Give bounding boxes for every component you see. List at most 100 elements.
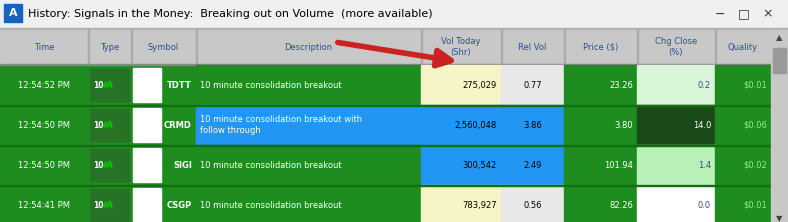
Bar xyxy=(421,105,501,145)
Bar xyxy=(421,185,501,222)
Bar xyxy=(0,145,771,146)
Text: ▲: ▲ xyxy=(776,34,782,42)
Text: ×: × xyxy=(763,8,773,20)
Text: 2.49: 2.49 xyxy=(523,161,541,170)
Bar xyxy=(637,185,715,222)
Bar xyxy=(637,145,715,185)
Text: Price ($): Price ($) xyxy=(583,42,618,52)
Bar xyxy=(771,30,788,222)
Bar xyxy=(564,30,565,64)
Bar xyxy=(501,65,564,105)
Bar xyxy=(564,145,637,185)
Text: Type: Type xyxy=(100,42,119,52)
Bar xyxy=(0,65,771,105)
Text: 10 minute consolidation breakout: 10 minute consolidation breakout xyxy=(200,200,342,210)
Bar xyxy=(196,65,421,105)
Bar xyxy=(0,28,788,30)
Bar xyxy=(0,185,771,186)
Bar xyxy=(0,105,771,145)
Text: □: □ xyxy=(738,8,750,20)
Text: 0.56: 0.56 xyxy=(523,200,541,210)
Text: A: A xyxy=(9,8,17,18)
Bar xyxy=(133,108,161,142)
Text: SIGI: SIGI xyxy=(173,161,192,170)
Text: 10: 10 xyxy=(93,200,103,210)
Bar xyxy=(715,65,771,105)
Bar xyxy=(4,4,22,22)
Text: 1.4: 1.4 xyxy=(698,161,711,170)
Bar xyxy=(715,185,771,222)
Text: 10 minute consolidation breakout: 10 minute consolidation breakout xyxy=(200,81,342,89)
Text: 3.86: 3.86 xyxy=(523,121,542,129)
Text: Description: Description xyxy=(284,42,333,52)
Bar xyxy=(0,0,788,28)
Text: 12:54:50 PM: 12:54:50 PM xyxy=(18,121,70,129)
Text: 783,927: 783,927 xyxy=(463,200,497,210)
Bar xyxy=(196,105,421,145)
Text: 0.0: 0.0 xyxy=(698,200,711,210)
Bar xyxy=(773,48,786,73)
Bar xyxy=(421,145,501,185)
Bar xyxy=(501,105,564,145)
Text: 275,029: 275,029 xyxy=(463,81,497,89)
Text: −: − xyxy=(715,8,725,20)
Bar xyxy=(421,65,501,105)
Bar xyxy=(131,30,132,64)
Bar xyxy=(0,30,788,64)
Text: Chg Close
(%): Chg Close (%) xyxy=(655,37,697,57)
Bar xyxy=(0,185,771,222)
Bar xyxy=(0,64,788,65)
Bar xyxy=(90,149,129,181)
Text: History: Signals in the Money:  Breaking out on Volume  (more available): History: Signals in the Money: Breaking … xyxy=(28,9,433,19)
Bar xyxy=(196,185,421,222)
Text: Time: Time xyxy=(34,42,54,52)
Text: 10: 10 xyxy=(93,81,103,89)
Bar xyxy=(637,30,638,64)
Text: $0.02: $0.02 xyxy=(743,161,767,170)
Text: $0.06: $0.06 xyxy=(743,121,767,129)
Bar xyxy=(88,30,89,64)
Bar xyxy=(90,109,129,141)
Text: 300,542: 300,542 xyxy=(463,161,497,170)
Text: 10: 10 xyxy=(93,121,103,129)
Text: Rel Vol: Rel Vol xyxy=(519,42,547,52)
Text: ˄: ˄ xyxy=(777,42,782,52)
Text: 10: 10 xyxy=(93,161,103,170)
Bar xyxy=(715,145,771,185)
Text: Vol Today
(Shr): Vol Today (Shr) xyxy=(441,37,481,57)
Text: 0.77: 0.77 xyxy=(523,81,542,89)
Bar xyxy=(90,189,129,221)
Text: 82.26: 82.26 xyxy=(609,200,633,210)
Text: TDTT: TDTT xyxy=(167,81,192,89)
Bar xyxy=(90,69,129,101)
Bar xyxy=(564,65,637,105)
Text: CRMD: CRMD xyxy=(164,121,192,129)
Bar xyxy=(715,105,771,145)
Text: 12:54:52 PM: 12:54:52 PM xyxy=(18,81,70,89)
Bar xyxy=(564,185,637,222)
Bar xyxy=(637,65,715,105)
Text: 14.0: 14.0 xyxy=(693,121,711,129)
Text: 2,560,048: 2,560,048 xyxy=(455,121,497,129)
Bar xyxy=(0,145,771,185)
Bar xyxy=(421,30,422,64)
Bar xyxy=(133,68,161,102)
Bar xyxy=(715,30,716,64)
Bar xyxy=(564,105,637,145)
Text: 12:54:50 PM: 12:54:50 PM xyxy=(18,161,70,170)
Text: 0.2: 0.2 xyxy=(698,81,711,89)
Bar xyxy=(501,185,564,222)
Text: Symbol: Symbol xyxy=(148,42,179,52)
Text: CSGP: CSGP xyxy=(167,200,192,210)
Bar xyxy=(196,30,197,64)
Text: 23.26: 23.26 xyxy=(609,81,633,89)
Bar xyxy=(133,188,161,222)
Text: 10 minute consolidation breakout with
follow through: 10 minute consolidation breakout with fo… xyxy=(200,115,362,135)
Text: 10 minute consolidation breakout: 10 minute consolidation breakout xyxy=(200,161,342,170)
Text: 12:54:41 PM: 12:54:41 PM xyxy=(18,200,70,210)
Bar xyxy=(637,105,715,145)
Bar xyxy=(0,105,771,106)
Text: 3.80: 3.80 xyxy=(615,121,633,129)
Text: ▼: ▼ xyxy=(776,214,782,222)
Bar xyxy=(501,145,564,185)
